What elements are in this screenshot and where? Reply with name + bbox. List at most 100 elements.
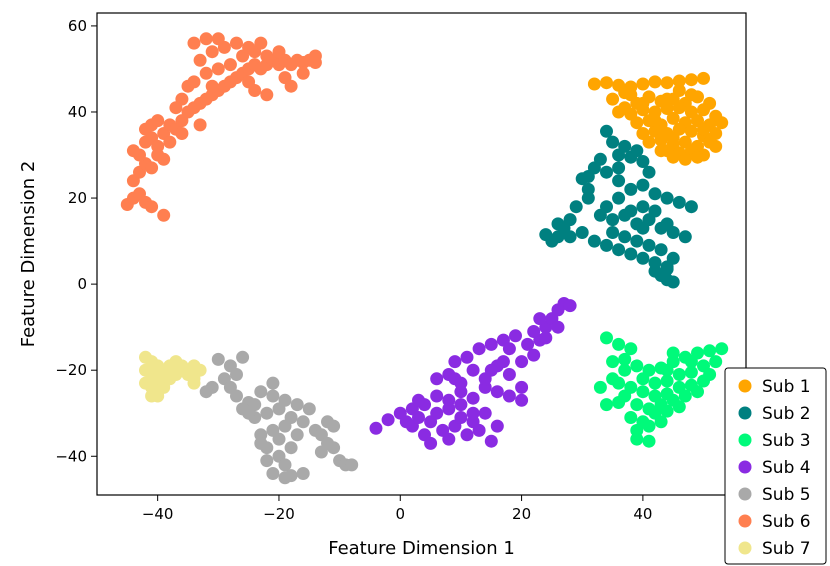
scatter-point-sub1 [666, 111, 680, 125]
scatter-point-sub3 [636, 372, 650, 386]
legend-entry: Sub 1 [738, 377, 811, 397]
scatter-point-sub3 [660, 404, 674, 418]
scatter-point-sub1 [648, 75, 662, 89]
scatter-point-sub6 [230, 36, 243, 50]
scatter-point-sub6 [199, 66, 213, 80]
plot-frame [96, 12, 747, 496]
scatter-point-sub4 [460, 428, 474, 442]
legend-marker [738, 514, 752, 528]
scatter-point-sub4 [369, 421, 383, 435]
scatter-point-sub2 [636, 221, 650, 235]
scatter-point-sub6 [157, 208, 171, 222]
scatter-point-sub1 [618, 86, 632, 100]
scatter-point-sub6 [284, 79, 298, 93]
scatter-point-sub3 [654, 415, 668, 429]
scatter-point-sub1 [648, 114, 662, 128]
scatter-point-sub6 [151, 148, 165, 162]
points-layer [120, 32, 729, 485]
scatter-point-sub2 [660, 217, 674, 231]
scatter-point-sub6 [260, 49, 274, 63]
scatter-point-sub6 [205, 79, 219, 93]
scatter-point-sub1 [636, 96, 650, 110]
scatter-point-sub1 [654, 133, 668, 147]
scatter-point-sub2 [624, 204, 638, 218]
x-tick-label: 20 [512, 505, 531, 523]
legend-marker [738, 406, 752, 420]
scatter-point-sub3 [630, 432, 644, 446]
scatter-point-sub4 [539, 331, 553, 345]
scatter-point-sub5 [345, 458, 359, 472]
scatter-point-sub5 [314, 445, 328, 459]
scatter-point-sub2 [618, 139, 632, 153]
scatter-point-sub4 [466, 363, 480, 377]
scatter-point-sub4 [424, 436, 438, 450]
scatter-point-sub2 [660, 262, 674, 276]
scatter-point-sub2 [636, 178, 650, 192]
scatter-point-sub2 [539, 228, 553, 242]
scatter-point-sub1 [666, 131, 680, 145]
scatter-point-sub5 [284, 441, 298, 455]
scatter-point-sub4 [527, 348, 541, 362]
scatter-point-sub5 [266, 389, 280, 403]
scatter-point-sub6 [254, 36, 268, 50]
scatter-point-sub6 [151, 114, 165, 128]
scatter-point-sub3 [630, 398, 644, 412]
scatter-point-sub1 [684, 88, 698, 102]
scatter-point-sub5 [327, 419, 341, 433]
scatter-point-sub7 [175, 363, 189, 377]
scatter-point-sub2 [612, 191, 626, 205]
scatter-point-sub2 [600, 124, 613, 138]
scatter-point-sub1 [654, 144, 668, 158]
scatter-point-sub2 [600, 165, 613, 179]
y-tick-label: 40 [68, 103, 87, 121]
legend-label: Sub 5 [762, 485, 811, 505]
scatter-point-sub6 [211, 62, 225, 76]
scatter-point-sub4 [484, 434, 498, 448]
scatter-point-sub3 [715, 342, 729, 356]
legend-entry: Sub 6 [738, 512, 811, 532]
scatter-point-sub6 [199, 32, 213, 46]
scatter-point-sub5 [272, 402, 286, 416]
ticks-layer: −40 −20 0 20 40 −40 −20 0 20 40 60 [55, 17, 652, 523]
scatter-point-sub1 [666, 150, 680, 164]
x-axis-label: Feature Dimension 1 [328, 538, 515, 559]
scatter-point-sub3 [691, 385, 704, 399]
legend-marker [738, 379, 752, 393]
scatter-point-sub6 [193, 118, 207, 132]
scatter-point-sub5 [230, 368, 243, 381]
scatter-point-sub5 [278, 458, 292, 472]
scatter-point-sub6 [187, 36, 201, 50]
scatter-point-sub6 [145, 161, 159, 175]
x-tick-label: −20 [263, 505, 295, 523]
scatter-point-sub2 [606, 213, 620, 227]
scatter-point-sub4 [484, 363, 498, 377]
scatter-point-sub2 [636, 251, 650, 265]
scatter-point-sub4 [454, 398, 468, 412]
scatter-point-sub4 [502, 342, 516, 356]
scatter-point-sub5 [199, 385, 213, 399]
x-tick-label: 0 [395, 505, 405, 523]
scatter-point-sub3 [600, 398, 613, 412]
scatter-point-sub4 [509, 329, 522, 343]
scatter-point-sub6 [187, 75, 201, 89]
scatter-point-sub3 [709, 355, 723, 369]
legend-label: Sub 1 [762, 377, 811, 397]
scatter-point-sub5 [254, 385, 268, 399]
scatter-point-sub4 [484, 337, 498, 351]
scatter-point-sub2 [630, 234, 644, 248]
scatter-point-sub2 [569, 200, 583, 214]
scatter-point-sub4 [490, 385, 504, 399]
scatter-point-sub2 [624, 247, 638, 261]
scatter-point-sub3 [703, 344, 717, 358]
legend-marker [738, 460, 752, 474]
scatter-point-sub3 [684, 355, 698, 369]
scatter-point-sub3 [636, 385, 650, 399]
scatter-point-sub2 [672, 195, 686, 209]
scatter-point-sub2 [581, 182, 595, 196]
scatter-point-sub4 [448, 355, 462, 369]
scatter-point-sub5 [236, 350, 250, 364]
legend-entry: Sub 7 [738, 539, 811, 559]
scatter-point-sub2 [606, 135, 620, 149]
scatter-point-sub4 [563, 299, 577, 313]
scatter-point-sub4 [381, 413, 395, 427]
